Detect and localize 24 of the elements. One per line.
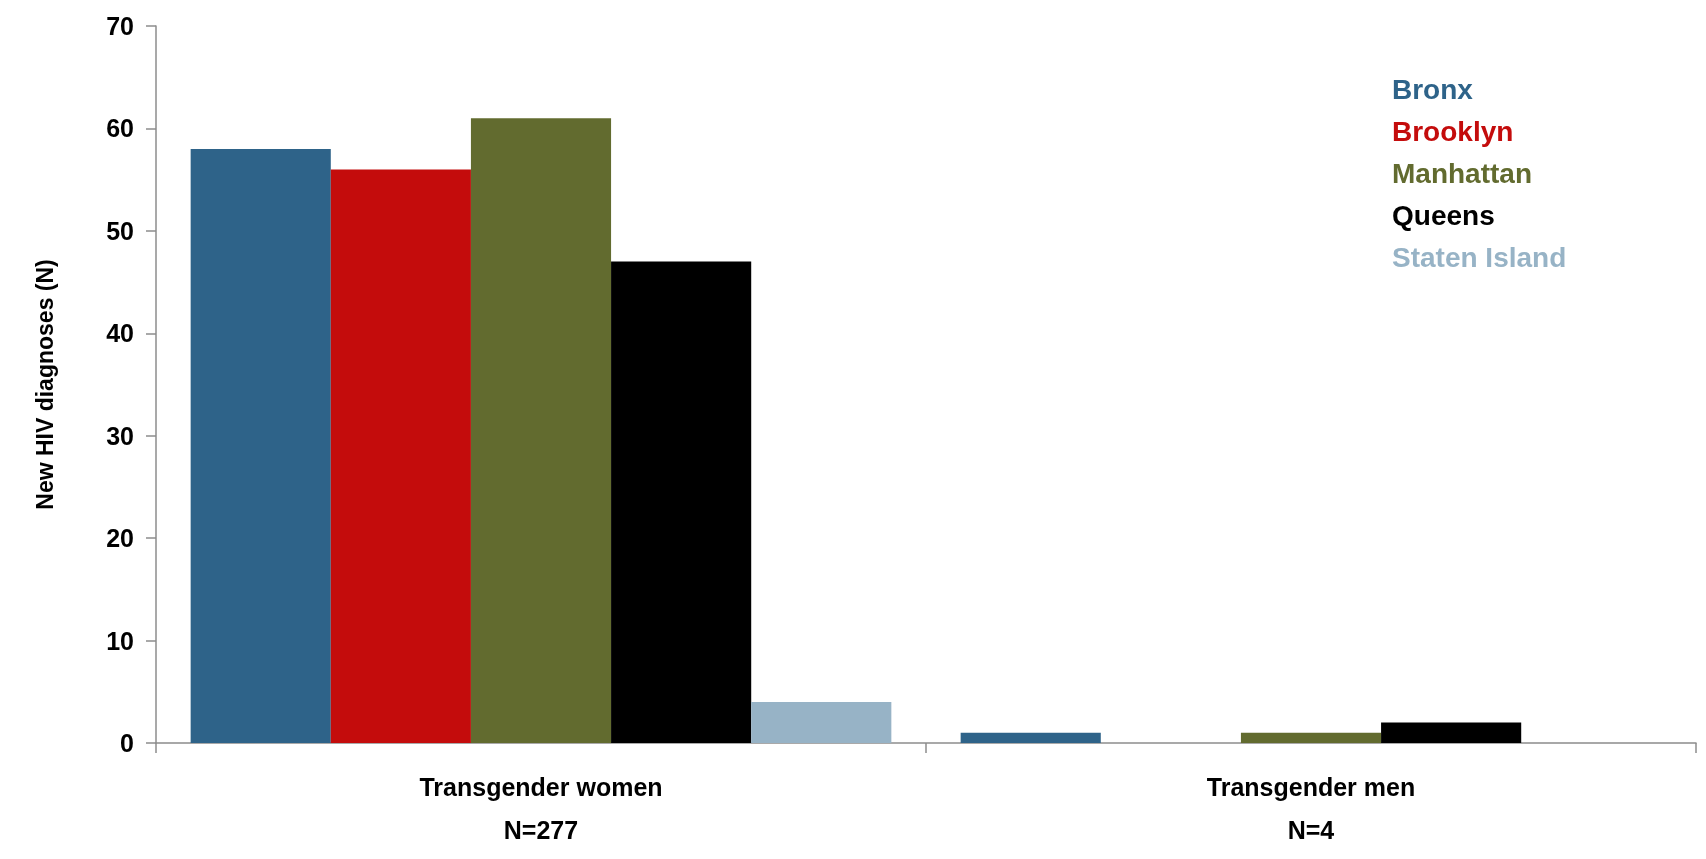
text: Queens [1392, 199, 1495, 231]
text: Bronx [1392, 73, 1474, 105]
bar [611, 261, 752, 743]
y-tick-label: 40 [106, 319, 134, 348]
bar [470, 118, 612, 743]
y-tick-label: 20 [106, 524, 134, 553]
y-tick-label: 10 [106, 626, 134, 655]
text: Staten Island [1392, 241, 1567, 273]
y-tick-label: 50 [106, 216, 134, 245]
y-tick-label: 60 [106, 114, 134, 143]
text: Manhattan [1392, 157, 1532, 189]
y-tick-label: 0 [120, 729, 134, 757]
y-axis-title: New HIV diagnoses (N) [31, 259, 58, 510]
bar [751, 702, 892, 743]
bar [1240, 732, 1382, 743]
x-tick-label: Transgender men N=4 [1206, 772, 1416, 844]
bar [190, 148, 331, 743]
bar [330, 169, 471, 743]
y-tick-label: 70 [106, 12, 134, 40]
text: Brooklyn [1392, 115, 1514, 147]
bar [1381, 722, 1522, 743]
x-tick-label: Transgender women N=277 [419, 772, 663, 844]
bar [960, 732, 1101, 743]
y-tick-label: 30 [106, 421, 134, 450]
